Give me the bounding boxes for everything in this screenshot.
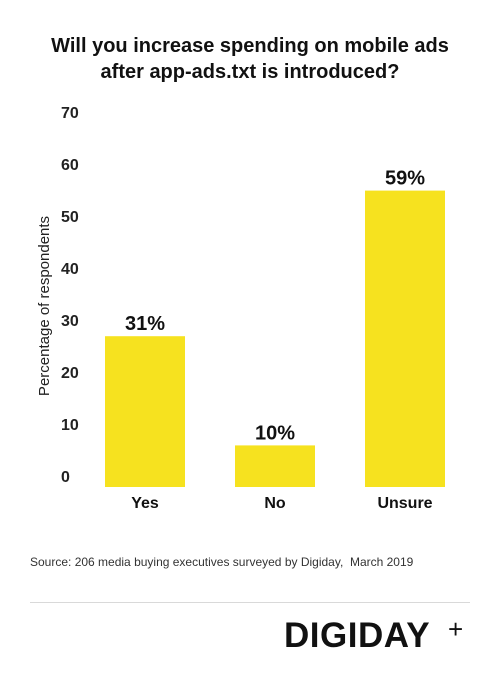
y-tick-label: 50 (61, 209, 79, 226)
chart-title-line-1: Will you increase spending on mobile ads (51, 35, 449, 57)
chart-title: Will you increase spending on mobile ads… (20, 33, 480, 85)
x-category-label: Unsure (377, 495, 432, 512)
source-note: Source: 206 media buying executives surv… (30, 555, 414, 569)
digiday-logo: DIGIDAY (284, 616, 431, 655)
data-label: 10% (255, 422, 295, 444)
bar (105, 336, 185, 487)
footer-divider (30, 602, 470, 603)
x-category-label: Yes (131, 495, 159, 512)
bar (365, 190, 445, 487)
chart-title-line-2: after app-ads.txt is introduced? (100, 61, 400, 83)
bar-chart: Percentage of respondents 0 10 20 30 40 50 60 70… (36, 105, 445, 512)
y-axis-label: Percentage of respondents (36, 216, 53, 396)
y-tick-label: 60 (61, 157, 79, 174)
y-tick-label: 0 (61, 469, 70, 486)
data-label: 59% (385, 168, 425, 190)
y-tick-label: 10 (61, 417, 79, 434)
y-tick-label: 70 (61, 105, 79, 122)
y-tick-label: 40 (61, 261, 79, 278)
y-tick-label: 30 (61, 313, 79, 330)
y-tick-label: 20 (61, 365, 79, 382)
bar (235, 445, 315, 487)
x-category-label: No (264, 495, 286, 512)
logo-plus-icon: + (448, 614, 464, 644)
data-label: 31% (125, 313, 165, 335)
